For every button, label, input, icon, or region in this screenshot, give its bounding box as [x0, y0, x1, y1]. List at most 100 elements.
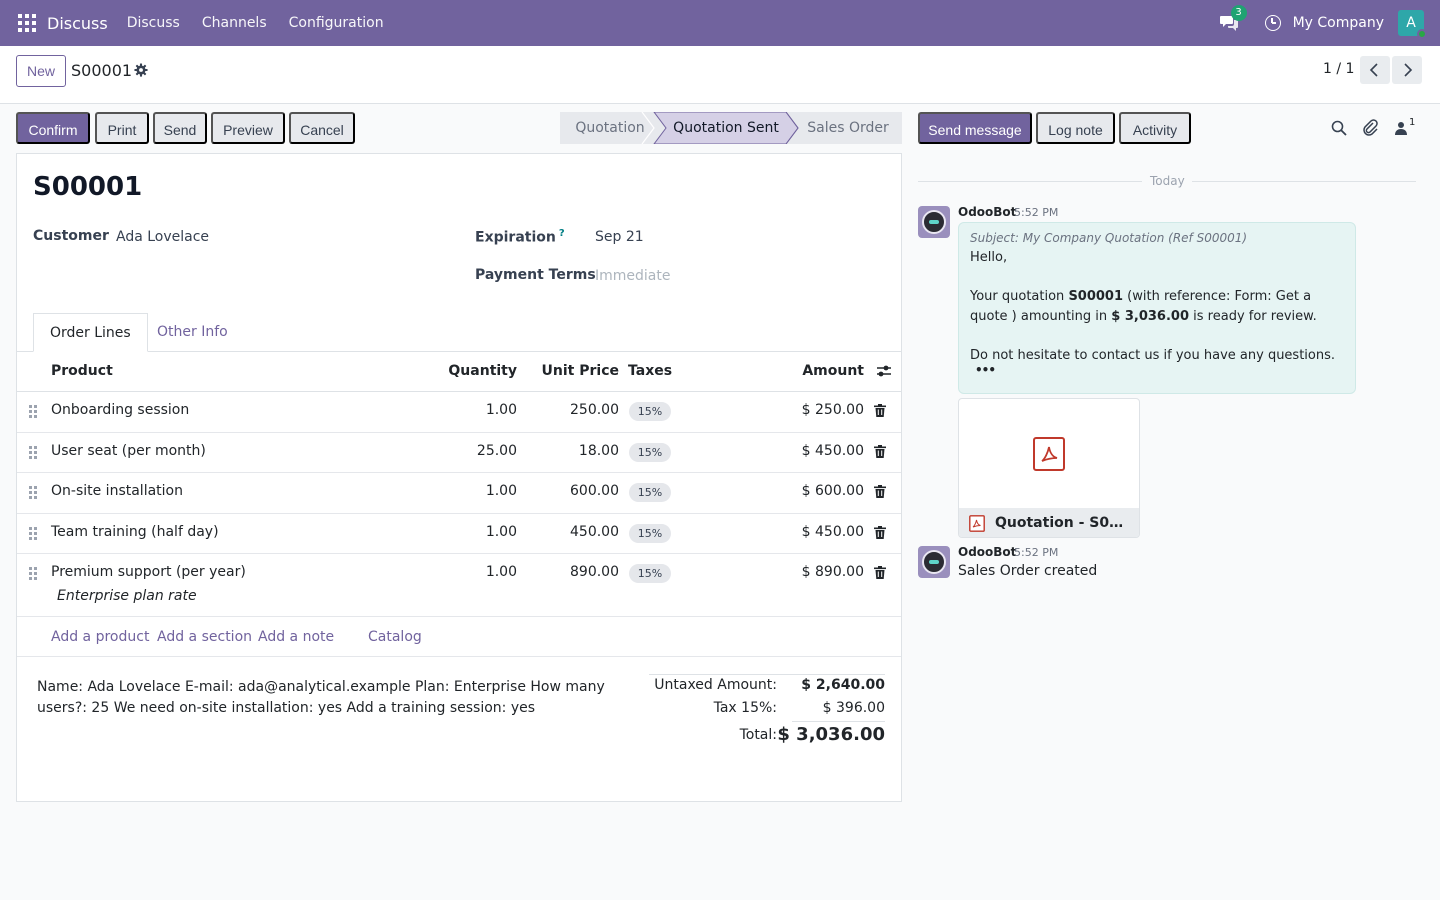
message-body-amount: $ 3,036.00 [1111, 309, 1190, 324]
new-button[interactable]: New [16, 55, 67, 87]
attachment-card[interactable]: Quotation - S00001.pdf [958, 398, 1140, 538]
expiration-help-icon[interactable]: ? [558, 228, 565, 239]
customer-field[interactable]: Ada Lovelace [116, 229, 210, 245]
chevron-right-icon [1404, 63, 1413, 77]
row-drag-handle-icon[interactable] [29, 527, 37, 540]
row-drag-handle-icon[interactable] [29, 446, 37, 459]
line-quantity[interactable]: 1.00 [485, 483, 517, 499]
stage-quotation[interactable]: Quotation [575, 120, 645, 136]
form-sheet: S00001 Customer Ada Lovelace Expiration?… [16, 153, 902, 802]
line-tax-badge[interactable]: 15% [629, 524, 671, 543]
column-header-unit-price[interactable]: Unit Price [541, 363, 619, 379]
add-section-link[interactable]: Add a section [157, 629, 253, 645]
search-icon[interactable] [1331, 120, 1347, 136]
nav-item-configuration[interactable]: Configuration [288, 15, 384, 31]
send-button[interactable]: Send [153, 112, 207, 144]
attachment-name[interactable]: Quotation - S00001.pdf [995, 515, 1131, 531]
app-name[interactable]: Discuss [47, 13, 108, 33]
catalog-button[interactable]: Catalog [368, 629, 422, 645]
trash-icon[interactable] [874, 526, 886, 539]
line-amount: $ 450.00 [801, 524, 864, 540]
navbar-systray: 3 My Company A [1219, 0, 1440, 46]
tab-order-lines[interactable]: Order Lines [33, 313, 148, 352]
line-tax-badge[interactable]: 15% [629, 443, 671, 462]
line-unit-price[interactable]: 600.00 [570, 483, 619, 499]
line-unit-price[interactable]: 450.00 [570, 524, 619, 540]
send-message-button[interactable]: Send message [918, 112, 1032, 144]
messaging-counter-badge: 3 [1230, 5, 1247, 21]
line-quantity[interactable]: 1.00 [485, 524, 517, 540]
row-drag-handle-icon[interactable] [29, 486, 37, 499]
line-quantity[interactable]: 1.00 [485, 564, 517, 580]
gear-icon[interactable] [134, 63, 148, 77]
pager-previous-button[interactable] [1360, 56, 1390, 84]
stage-sales-order[interactable]: Sales Order [807, 120, 889, 136]
line-unit-price[interactable]: 18.00 [578, 443, 619, 459]
line-unit-price[interactable]: 890.00 [570, 564, 619, 580]
messaging-icon[interactable]: 3 [1219, 5, 1247, 33]
line-tax-badge[interactable]: 15% [629, 402, 671, 421]
odoobot-avatar[interactable] [918, 206, 950, 238]
add-product-link[interactable]: Add a product [51, 629, 150, 645]
row-divider [17, 616, 901, 617]
print-button[interactable]: Print [95, 112, 149, 144]
payment-terms-field[interactable]: Immediate [595, 268, 671, 284]
preview-button[interactable]: Preview [211, 112, 285, 144]
line-product[interactable]: Premium support (per year) [51, 564, 246, 580]
add-note-link[interactable]: Add a note [258, 629, 335, 645]
expiration-field[interactable]: Sep 21 [595, 229, 644, 245]
pager-next-button[interactable] [1392, 56, 1422, 84]
activity-button[interactable]: Activity [1119, 112, 1191, 144]
confirm-button[interactable]: Confirm [16, 112, 90, 144]
line-unit-price[interactable]: 250.00 [570, 402, 619, 418]
column-header-product[interactable]: Product [51, 363, 113, 379]
activity-clock-icon[interactable] [1264, 15, 1281, 31]
odoobot-avatar[interactable] [918, 546, 950, 578]
line-description[interactable]: Enterprise plan rate [57, 588, 197, 604]
date-separator-line [918, 181, 1142, 182]
nav-item-discuss[interactable]: Discuss [126, 15, 180, 31]
paperclip-icon[interactable] [1362, 119, 1378, 136]
stage-quotation-sent[interactable]: Quotation Sent [673, 120, 779, 136]
row-drag-handle-icon[interactable] [29, 405, 37, 418]
pager-value[interactable]: 1 / 1 [1323, 61, 1355, 77]
column-header-taxes[interactable]: Taxes [628, 363, 673, 379]
terms-note[interactable]: Name: Ada Lovelace E-mail: ada@analytica… [37, 679, 605, 716]
tab-other-info[interactable]: Other Info [157, 324, 228, 340]
message-author[interactable]: OdooBot [958, 205, 1017, 219]
line-quantity[interactable]: 1.00 [485, 402, 517, 418]
cancel-button[interactable]: Cancel [289, 112, 355, 144]
log-note-button[interactable]: Log note [1036, 112, 1115, 144]
row-drag-handle-icon[interactable] [29, 567, 37, 580]
line-quantity[interactable]: 25.00 [476, 443, 517, 459]
message-subject: Subject: My Company Quotation (Ref S0000… [970, 231, 1248, 245]
user-avatar[interactable]: A [1398, 10, 1427, 39]
expand-message-button[interactable]: ••• [975, 363, 996, 377]
optional-columns-icon[interactable] [876, 364, 892, 378]
line-tax-badge[interactable]: 15% [629, 564, 671, 583]
total-label: Total: [739, 727, 777, 743]
totals-divider [649, 674, 885, 675]
message-body-text: (with reference: Form: Get a quote ) [970, 289, 1312, 324]
message-author[interactable]: OdooBot [958, 545, 1017, 559]
company-switcher[interactable]: My Company [1292, 15, 1384, 31]
trash-icon[interactable] [874, 566, 886, 579]
trash-icon[interactable] [874, 445, 886, 458]
column-header-quantity[interactable]: Quantity [448, 363, 517, 379]
followers-button[interactable]: 1 [1395, 117, 1417, 137]
line-product[interactable]: Onboarding session [51, 402, 190, 418]
line-product[interactable]: User seat (per month) [51, 443, 206, 459]
line-tax-badge[interactable]: 15% [629, 483, 671, 502]
apps-menu-icon[interactable] [18, 14, 36, 32]
message-time: 5:52 PM [1014, 206, 1059, 219]
trash-icon[interactable] [874, 404, 886, 417]
message-time: 5:52 PM [1014, 546, 1059, 559]
line-product[interactable]: On-site installation [51, 483, 183, 499]
column-header-amount[interactable]: Amount [802, 363, 864, 379]
nav-item-channels[interactable]: Channels [201, 15, 267, 31]
status-bar-shapes [560, 112, 902, 144]
date-separator: Today [1150, 174, 1185, 188]
page-title: S00001 [33, 172, 143, 202]
line-product[interactable]: Team training (half day) [51, 524, 219, 540]
trash-icon[interactable] [874, 485, 886, 498]
